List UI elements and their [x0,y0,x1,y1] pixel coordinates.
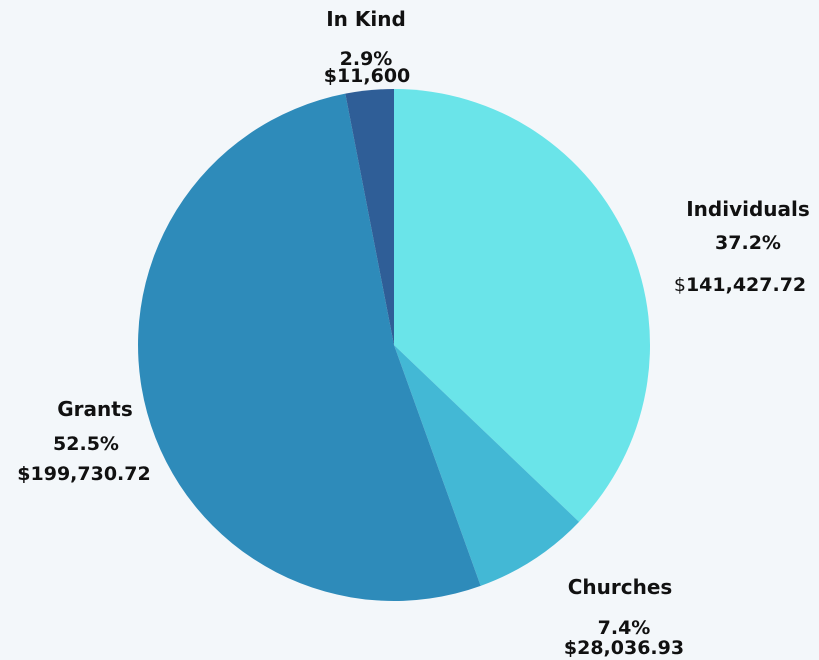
pie-slices [138,89,651,601]
slice-name-grants: Grants [57,397,132,421]
slice-percent-churches: 7.4% [598,617,651,639]
pie-slice-churches [394,345,580,586]
amount-value-individuals: 141,427.72 [686,274,806,296]
label-in-kind: In Kind 2.9% $11,600 [324,7,411,87]
slice-amount-in-kind: $11,600 [324,65,411,87]
label-churches: Churches 7.4% $28,036.93 [564,575,684,659]
amount-prefix-individuals: $ [674,274,686,296]
slice-percent-individuals: 37.2% [715,232,781,254]
slice-amount-churches: $28,036.93 [564,637,684,659]
pie-slice-in-kind [345,89,394,345]
slice-name-in-kind: In Kind [326,7,406,31]
slice-name-churches: Churches [568,575,673,599]
label-individuals: Individuals 37.2% $141,427.72 [674,197,810,296]
label-grants: Grants 52.5% $199,730.72 [17,397,150,485]
slice-name-individuals: Individuals [686,197,810,221]
pie-slice-grants [138,93,481,601]
slice-amount-grants: $199,730.72 [17,463,150,485]
slice-percent-grants: 52.5% [53,433,119,455]
slice-percent-in-kind: 2.9% [340,48,393,70]
slice-amount-individuals: $141,427.72 [674,274,806,296]
pie-slice-individuals [394,89,651,522]
